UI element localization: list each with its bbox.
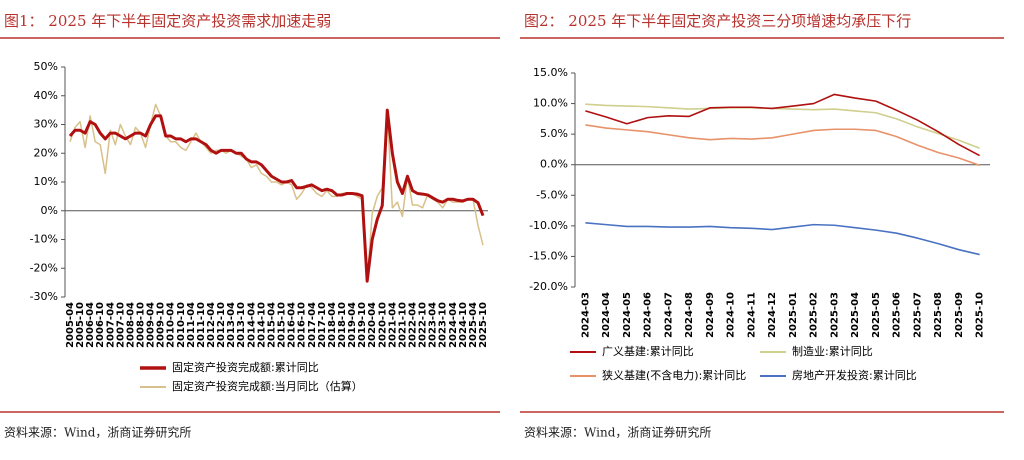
x-tick-label: 2020-04 xyxy=(367,302,378,348)
x-tick-label: 2009-04 xyxy=(146,302,157,348)
series-line xyxy=(68,108,485,283)
x-tick-label: 2025-04 xyxy=(850,292,861,338)
x-tick-label: 2025-01 xyxy=(788,292,799,338)
y-tick-label: -5.0% xyxy=(536,188,568,201)
x-tick-label: 2025-10 xyxy=(478,302,489,348)
x-tick-label: 2025-07 xyxy=(912,292,923,338)
x-tick-label: 2011-04 xyxy=(186,302,197,348)
x-tick-label: 2025-06 xyxy=(892,292,903,338)
y-tick-label: -15.0% xyxy=(529,249,568,262)
x-tick-label: 2019-10 xyxy=(357,302,368,348)
x-tick-label: 2008-04 xyxy=(125,302,136,348)
x-tick-label: 2009-10 xyxy=(156,302,167,348)
x-tick-label: 2025-02 xyxy=(809,292,820,338)
y-tick-label: -20% xyxy=(30,261,58,274)
series-line xyxy=(585,222,980,256)
x-tick-label: 2014-10 xyxy=(256,302,267,348)
x-tick-label: 2024-12 xyxy=(767,292,778,338)
x-tick-label: 2006-04 xyxy=(85,302,96,348)
y-tick-label: 5.0% xyxy=(540,127,568,140)
x-tick-label: 2011-10 xyxy=(196,302,207,348)
x-tick-label: 2025-03 xyxy=(829,292,840,338)
x-tick-label: 2016-04 xyxy=(287,302,298,348)
x-tick-label: 2025-04 xyxy=(468,302,479,348)
x-tick-label: 2005-10 xyxy=(75,302,86,348)
x-tick-label: 2005-04 xyxy=(65,302,76,348)
x-tick-label: 2024-09 xyxy=(705,292,716,338)
series-line xyxy=(69,103,484,282)
x-tick-label: 2024-10 xyxy=(726,292,737,338)
legend-label: 狭义基建(不含电力):累计同比 xyxy=(602,368,746,382)
chart-title: 图1： 2025 年下半年固定资产投资需求加速走弱 xyxy=(4,12,331,30)
y-tick-label: 30% xyxy=(34,118,58,131)
series-line xyxy=(585,124,980,167)
x-tick-label: 2017-04 xyxy=(307,302,318,348)
x-tick-label: 2025-10 xyxy=(975,292,986,338)
x-tick-label: 2024-08 xyxy=(684,292,695,338)
legend-label: 固定资产投资完成额:累计同比 xyxy=(172,360,319,374)
legend-label: 制造业:累计同比 xyxy=(792,344,873,358)
x-tick-label: 2024-04 xyxy=(601,292,612,338)
x-tick-label: 2021-10 xyxy=(397,302,408,348)
x-tick-label: 2024-06 xyxy=(643,292,654,338)
x-tick-label: 2010-10 xyxy=(176,302,187,348)
chart-title: 图2： 2025 年下半年固定资产投资三分项增速均承压下行 xyxy=(524,12,911,30)
y-tick-label: 10.0% xyxy=(533,97,568,110)
y-tick-label: 50% xyxy=(34,60,58,73)
source-note: 资料来源：Wind，浙商证券研究所 xyxy=(4,425,191,440)
y-tick-label: 10% xyxy=(34,175,58,188)
x-tick-label: 2024-05 xyxy=(622,292,633,338)
x-tick-label: 2010-04 xyxy=(166,302,177,348)
x-tick-label: 2006-10 xyxy=(95,302,106,348)
x-tick-label: 2018-04 xyxy=(327,302,338,348)
y-tick-label: -30% xyxy=(30,290,58,303)
y-tick-label: -10% xyxy=(30,233,58,246)
x-tick-label: 2012-10 xyxy=(216,302,227,348)
y-tick-label: -10.0% xyxy=(529,219,568,232)
x-tick-label: 2014-04 xyxy=(246,302,257,348)
x-tick-label: 2015-04 xyxy=(266,302,277,348)
x-tick-label: 2023-04 xyxy=(428,302,439,348)
x-tick-label: 2025-05 xyxy=(871,292,882,338)
source-note: 资料来源：Wind，浙商证券研究所 xyxy=(524,425,711,440)
x-tick-label: 2022-10 xyxy=(418,302,429,348)
x-tick-label: 2012-04 xyxy=(206,302,217,348)
x-tick-label: 2024-10 xyxy=(458,302,469,348)
x-tick-label: 2013-04 xyxy=(226,302,237,348)
y-tick-label: -20.0% xyxy=(529,280,568,293)
y-tick-label: 20% xyxy=(34,146,58,159)
x-tick-label: 2008-10 xyxy=(136,302,147,348)
x-tick-label: 2020-10 xyxy=(377,302,388,348)
x-tick-label: 2007-10 xyxy=(115,302,126,348)
legend-label: 广义基建:累计同比 xyxy=(602,344,694,358)
x-tick-label: 2015-10 xyxy=(277,302,288,348)
y-tick-label: 0.0% xyxy=(540,158,568,171)
legend-label: 房地产开发投资:累计同比 xyxy=(792,368,917,382)
x-tick-label: 2023-10 xyxy=(438,302,449,348)
x-tick-label: 2024-04 xyxy=(448,302,459,348)
x-tick-label: 2007-04 xyxy=(105,302,116,348)
x-tick-label: 2025-09 xyxy=(954,292,965,338)
x-tick-label: 2017-10 xyxy=(317,302,328,348)
x-tick-label: 2021-04 xyxy=(387,302,398,348)
y-tick-label: 0% xyxy=(41,204,58,217)
x-tick-label: 2016-10 xyxy=(297,302,308,348)
x-tick-label: 2019-04 xyxy=(347,302,358,348)
y-tick-label: 40% xyxy=(34,89,58,102)
x-tick-label: 2018-10 xyxy=(337,302,348,348)
x-tick-label: 2025-08 xyxy=(933,292,944,338)
x-tick-label: 2024-03 xyxy=(580,292,591,338)
x-tick-label: 2024-07 xyxy=(663,292,674,338)
x-tick-label: 2024-11 xyxy=(746,292,757,338)
legend-label: 固定资产投资完成额:当月同比（估算） xyxy=(172,379,363,393)
x-tick-label: 2013-10 xyxy=(236,302,247,348)
y-tick-label: 15.0% xyxy=(533,66,568,79)
x-tick-label: 2022-04 xyxy=(407,302,418,348)
series-line xyxy=(585,93,981,157)
series-line xyxy=(585,103,980,149)
